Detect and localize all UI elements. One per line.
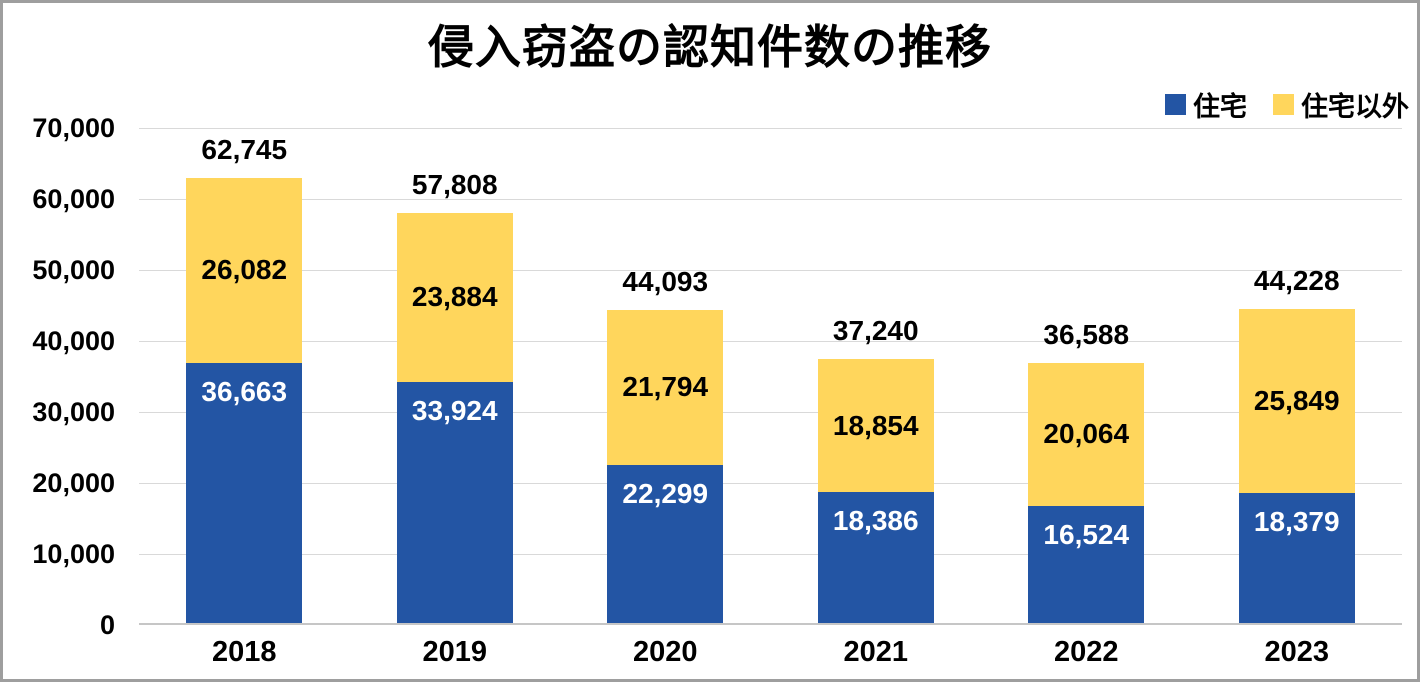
segment-housing: 33,924	[396, 382, 513, 623]
segment-non-housing: 18,854	[817, 358, 934, 493]
y-axis-tick-label: 20,000	[32, 468, 115, 498]
segment-non-housing: 20,064	[1028, 363, 1145, 506]
segment-non-housing: 21,794	[607, 309, 724, 465]
gridline	[139, 341, 1402, 342]
legend-item-non-housing: 住宅以外	[1273, 85, 1409, 124]
segment-housing: 16,524	[1028, 505, 1145, 623]
segment-housing: 18,386	[817, 492, 934, 623]
gridline	[139, 554, 1402, 555]
gridline	[139, 483, 1402, 484]
y-axis-tick-label: 30,000	[32, 397, 115, 427]
segment-housing: 18,379	[1238, 492, 1355, 623]
bar-column-2018: 62,745 26,082 36,663	[139, 128, 350, 623]
y-axis-tick-label: 60,000	[32, 184, 115, 214]
total-label: 57,808	[411, 168, 498, 200]
segment-non-housing: 26,082	[186, 177, 303, 363]
total-label: 62,745	[201, 133, 288, 165]
bar-column-2020: 44,093 21,794 22,299	[560, 128, 771, 623]
bar-columns: 62,745 26,082 36,663 57,808 23,884 33,924 44,0…	[139, 128, 1402, 623]
y-axis-tick-label: 0	[99, 610, 115, 640]
gridline	[139, 128, 1402, 129]
bar-column-2019: 57,808 23,884 33,924	[350, 128, 561, 623]
chart-title: 侵入窃盗の認知件数の推移	[428, 21, 992, 73]
segment-housing: 36,663	[186, 362, 303, 623]
x-axis-label-2022: 2022	[1053, 636, 1119, 668]
legend-item-housing: 住宅	[1165, 85, 1247, 124]
legend-swatch-housing	[1165, 94, 1186, 115]
legend: 住宅 住宅以外	[1165, 85, 1409, 124]
plot-area: 62,745 26,082 36,663 57,808 23,884 33,924 44,0…	[139, 128, 1402, 625]
x-axis-labels: 2018 2019 2020 2021 2022 2023	[139, 635, 1402, 669]
x-axis-label-2019: 2019	[422, 636, 487, 668]
total-label: 44,228	[1253, 265, 1340, 296]
segment-housing: 22,299	[607, 464, 724, 623]
gridline	[139, 412, 1402, 413]
segment-non-housing: 25,849	[1238, 309, 1355, 493]
total-label: 44,093	[622, 265, 709, 297]
legend-label-non-housing: 住宅以外	[1301, 92, 1409, 122]
segment-non-housing: 23,884	[396, 212, 513, 383]
legend-label-housing: 住宅	[1193, 92, 1247, 122]
gridline	[139, 199, 1402, 200]
x-axis-label-2018: 2018	[211, 636, 277, 668]
x-axis-label-2021: 2021	[843, 636, 908, 668]
y-axis: 70,000 60,000 50,000 40,000 30,000 20,000 10,0…	[3, 3, 115, 679]
gridline	[139, 270, 1402, 271]
bar-column-2023: 44,228 25,849 18,379	[1192, 128, 1403, 623]
bar-column-2021: 37,240 18,854 18,386	[771, 128, 982, 623]
bar-column-2022: 36,588 20,064 16,524	[981, 128, 1192, 623]
x-axis-label-2023: 2023	[1264, 636, 1329, 668]
total-label: 37,240	[832, 314, 919, 346]
y-axis-tick-label: 10,000	[32, 539, 115, 569]
x-axis-label-2020: 2020	[632, 636, 698, 668]
y-axis-tick-label: 50,000	[32, 255, 115, 285]
y-axis-tick-label: 40,000	[32, 326, 115, 356]
legend-swatch-non-housing	[1273, 94, 1294, 115]
y-axis-tick-label: 70,000	[32, 113, 115, 143]
total-label: 36,588	[1043, 319, 1130, 351]
